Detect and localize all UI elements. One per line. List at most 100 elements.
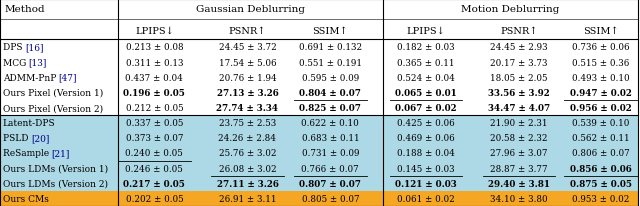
Text: Latent-DPS: Latent-DPS bbox=[3, 119, 55, 128]
Text: 0.595 ± 0.09: 0.595 ± 0.09 bbox=[301, 73, 359, 82]
Text: 0.562 ± 0.11: 0.562 ± 0.11 bbox=[572, 134, 630, 143]
Text: 0.539 ± 0.10: 0.539 ± 0.10 bbox=[572, 119, 630, 128]
Bar bbox=[0, 55, 638, 70]
Text: 0.875 ± 0.05: 0.875 ± 0.05 bbox=[570, 179, 632, 188]
Bar bbox=[0, 40, 638, 55]
Text: Ours LDMs (Version 1): Ours LDMs (Version 1) bbox=[3, 164, 108, 173]
Bar bbox=[0, 101, 638, 116]
Text: 0.188 ± 0.04: 0.188 ± 0.04 bbox=[397, 149, 455, 158]
Text: 0.805 ± 0.07: 0.805 ± 0.07 bbox=[301, 194, 359, 203]
Text: 27.74 ± 3.34: 27.74 ± 3.34 bbox=[216, 104, 278, 112]
Text: PSNR↑: PSNR↑ bbox=[228, 26, 266, 35]
Text: 0.145 ± 0.03: 0.145 ± 0.03 bbox=[397, 164, 455, 173]
Text: 0.469 ± 0.06: 0.469 ± 0.06 bbox=[397, 134, 455, 143]
Text: LPIPS↓: LPIPS↓ bbox=[135, 26, 173, 35]
Text: [21]: [21] bbox=[51, 149, 70, 158]
Text: 0.246 ± 0.05: 0.246 ± 0.05 bbox=[125, 164, 183, 173]
Text: 0.515 ± 0.36: 0.515 ± 0.36 bbox=[572, 58, 630, 67]
Text: Method: Method bbox=[4, 5, 45, 14]
Bar bbox=[0, 131, 638, 146]
Bar bbox=[0, 146, 638, 161]
Text: 0.736 ± 0.06: 0.736 ± 0.06 bbox=[572, 43, 630, 52]
Bar bbox=[0, 176, 638, 191]
Text: ADMM-PnP: ADMM-PnP bbox=[3, 73, 59, 82]
Text: 0.212 ± 0.05: 0.212 ± 0.05 bbox=[125, 104, 183, 112]
Text: 27.13 ± 3.26: 27.13 ± 3.26 bbox=[216, 88, 278, 97]
Text: SSIM↑: SSIM↑ bbox=[312, 26, 348, 35]
Text: 27.11 ± 3.26: 27.11 ± 3.26 bbox=[216, 179, 278, 188]
Text: 0.365 ± 0.11: 0.365 ± 0.11 bbox=[397, 58, 455, 67]
Text: 0.213 ± 0.08: 0.213 ± 0.08 bbox=[125, 43, 183, 52]
Bar bbox=[0, 85, 638, 101]
Text: 0.683 ± 0.11: 0.683 ± 0.11 bbox=[301, 134, 359, 143]
Text: 0.196 ± 0.05: 0.196 ± 0.05 bbox=[124, 88, 185, 97]
Text: 0.766 ± 0.07: 0.766 ± 0.07 bbox=[301, 164, 359, 173]
Text: 0.067 ± 0.02: 0.067 ± 0.02 bbox=[396, 104, 457, 112]
Text: 34.47 ± 4.07: 34.47 ± 4.07 bbox=[488, 104, 550, 112]
Text: 0.061 ± 0.02: 0.061 ± 0.02 bbox=[397, 194, 455, 203]
Text: 23.75 ± 2.53: 23.75 ± 2.53 bbox=[219, 119, 276, 128]
Bar bbox=[0, 116, 638, 131]
Text: 0.240 ± 0.05: 0.240 ± 0.05 bbox=[125, 149, 183, 158]
Text: 0.856 ± 0.06: 0.856 ± 0.06 bbox=[570, 164, 632, 173]
Text: 0.806 ± 0.07: 0.806 ± 0.07 bbox=[572, 149, 630, 158]
Text: 0.807 ± 0.07: 0.807 ± 0.07 bbox=[300, 179, 362, 188]
Text: Ours LDMs (Version 2): Ours LDMs (Version 2) bbox=[3, 179, 108, 188]
Text: Ours CMs: Ours CMs bbox=[3, 194, 49, 203]
Text: 24.45 ± 2.93: 24.45 ± 2.93 bbox=[490, 43, 548, 52]
Text: 0.425 ± 0.06: 0.425 ± 0.06 bbox=[397, 119, 455, 128]
Text: Ours Pixel (Version 1): Ours Pixel (Version 1) bbox=[3, 88, 103, 97]
Bar bbox=[0, 161, 638, 176]
Text: 0.691 ± 0.132: 0.691 ± 0.132 bbox=[299, 43, 362, 52]
Text: 0.731 ± 0.09: 0.731 ± 0.09 bbox=[301, 149, 359, 158]
Text: Gaussian Deblurring: Gaussian Deblurring bbox=[196, 5, 305, 14]
Text: 21.90 ± 2.31: 21.90 ± 2.31 bbox=[490, 119, 548, 128]
Text: [13]: [13] bbox=[29, 58, 47, 67]
Text: Ours Pixel (Version 2): Ours Pixel (Version 2) bbox=[3, 104, 102, 112]
Text: 0.065 ± 0.01: 0.065 ± 0.01 bbox=[395, 88, 457, 97]
Text: 0.182 ± 0.03: 0.182 ± 0.03 bbox=[397, 43, 455, 52]
Text: 20.58 ± 2.32: 20.58 ± 2.32 bbox=[490, 134, 548, 143]
Text: 0.953 ± 0.02: 0.953 ± 0.02 bbox=[572, 194, 630, 203]
Text: 29.40 ± 3.81: 29.40 ± 3.81 bbox=[488, 179, 550, 188]
Text: 0.947 ± 0.02: 0.947 ± 0.02 bbox=[570, 88, 632, 97]
Text: [20]: [20] bbox=[31, 134, 49, 143]
Text: 28.87 ± 3.77: 28.87 ± 3.77 bbox=[490, 164, 548, 173]
Text: 0.337 ± 0.05: 0.337 ± 0.05 bbox=[125, 119, 183, 128]
Text: 25.76 ± 3.02: 25.76 ± 3.02 bbox=[219, 149, 276, 158]
Text: 17.54 ± 5.06: 17.54 ± 5.06 bbox=[219, 58, 276, 67]
Text: DPS: DPS bbox=[3, 43, 25, 52]
Text: 27.96 ± 3.07: 27.96 ± 3.07 bbox=[490, 149, 548, 158]
Text: [47]: [47] bbox=[59, 73, 77, 82]
Bar bbox=[0, 70, 638, 85]
Bar bbox=[0, 191, 638, 206]
Text: 0.956 ± 0.02: 0.956 ± 0.02 bbox=[570, 104, 632, 112]
Bar bbox=[0, 0, 638, 40]
Text: 34.10 ± 3.80: 34.10 ± 3.80 bbox=[490, 194, 548, 203]
Text: 20.76 ± 1.94: 20.76 ± 1.94 bbox=[219, 73, 276, 82]
Text: ReSample: ReSample bbox=[3, 149, 52, 158]
Text: Motion Deblurring: Motion Deblurring bbox=[461, 5, 559, 14]
Text: 0.825 ± 0.07: 0.825 ± 0.07 bbox=[300, 104, 362, 112]
Text: 0.804 ± 0.07: 0.804 ± 0.07 bbox=[300, 88, 362, 97]
Text: 0.373 ± 0.07: 0.373 ± 0.07 bbox=[125, 134, 183, 143]
Text: 33.56 ± 3.92: 33.56 ± 3.92 bbox=[488, 88, 550, 97]
Text: 0.217 ± 0.05: 0.217 ± 0.05 bbox=[124, 179, 185, 188]
Text: 0.437 ± 0.04: 0.437 ± 0.04 bbox=[125, 73, 183, 82]
Text: 0.202 ± 0.05: 0.202 ± 0.05 bbox=[125, 194, 183, 203]
Text: 0.121 ± 0.03: 0.121 ± 0.03 bbox=[395, 179, 457, 188]
Text: 0.524 ± 0.04: 0.524 ± 0.04 bbox=[397, 73, 455, 82]
Text: 24.26 ± 2.84: 24.26 ± 2.84 bbox=[218, 134, 276, 143]
Text: 0.551 ± 0.191: 0.551 ± 0.191 bbox=[299, 58, 362, 67]
Text: 26.91 ± 3.11: 26.91 ± 3.11 bbox=[219, 194, 276, 203]
Text: 0.493 ± 0.10: 0.493 ± 0.10 bbox=[572, 73, 630, 82]
Text: SSIM↑: SSIM↑ bbox=[583, 26, 619, 35]
Text: [16]: [16] bbox=[25, 43, 44, 52]
Text: MCG: MCG bbox=[3, 58, 29, 67]
Text: 18.05 ± 2.05: 18.05 ± 2.05 bbox=[490, 73, 548, 82]
Text: PSNR↑: PSNR↑ bbox=[500, 26, 538, 35]
Text: 0.311 ± 0.13: 0.311 ± 0.13 bbox=[125, 58, 183, 67]
Text: PSLD: PSLD bbox=[3, 134, 31, 143]
Text: 20.17 ± 3.73: 20.17 ± 3.73 bbox=[490, 58, 548, 67]
Text: 0.622 ± 0.10: 0.622 ± 0.10 bbox=[301, 119, 359, 128]
